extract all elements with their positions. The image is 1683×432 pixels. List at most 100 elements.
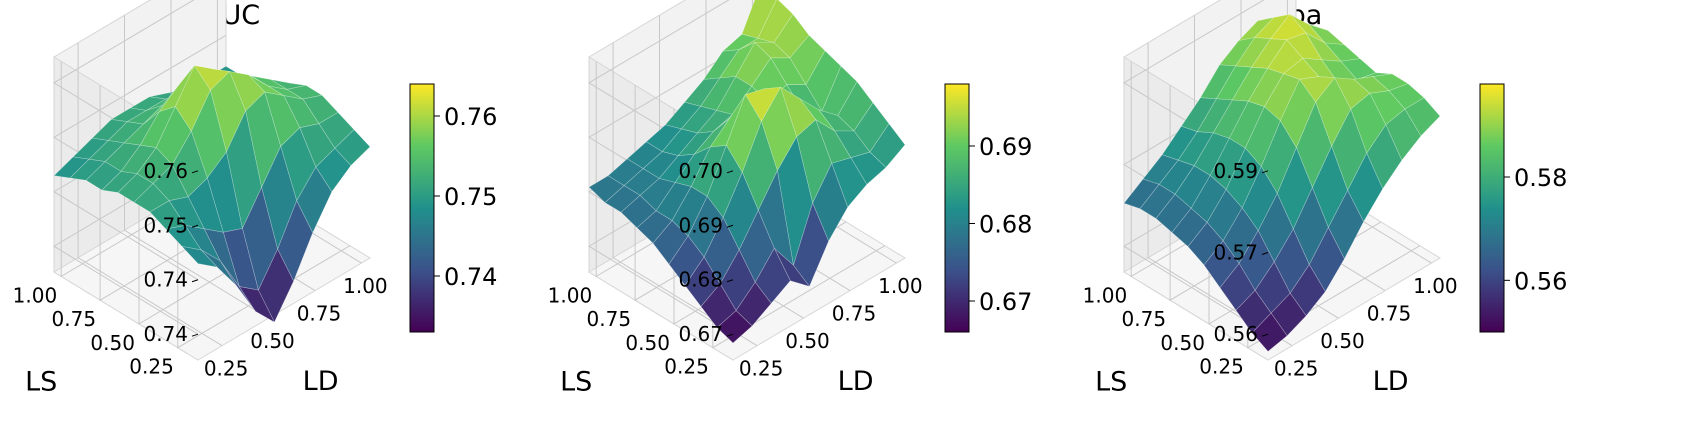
colorbar-tick-label: 0.68: [979, 211, 1032, 239]
grid-line-ld: [77, 42, 223, 347]
ls-axis-label: LS: [1095, 366, 1127, 397]
surface-patch: [1260, 120, 1297, 195]
ls-tick-label: 1.00: [1083, 283, 1128, 307]
surface-patch: [1273, 228, 1310, 294]
z-tick-mark: [1261, 170, 1269, 174]
surface-patch: [1247, 68, 1285, 108]
ls-tick-label: 1.00: [13, 283, 58, 307]
surface-patch: [53, 156, 90, 179]
surface-patch: [1340, 58, 1377, 81]
chart-panel-1: PR-AUC0.740.740.750.760.250.500.751.000.…: [13, 0, 497, 397]
surface-patch: [1123, 178, 1160, 210]
surface-patch: [1244, 106, 1281, 168]
surface-patch: [721, 33, 759, 52]
surface-patch: [1222, 207, 1259, 264]
surface-patch: [1296, 101, 1332, 189]
ld-axis-label: LD: [838, 366, 874, 397]
surface-patch: [1193, 132, 1230, 176]
surface-patch: [277, 199, 314, 282]
ls-tick-label: 0.75: [52, 307, 97, 331]
surface-patch: [1385, 108, 1422, 161]
surface-patch: [120, 144, 157, 175]
surface-patch: [1369, 90, 1406, 126]
colorbar-tick-label: 0.75: [444, 183, 497, 211]
surface-patch: [1315, 77, 1352, 147]
surface-patch: [1206, 188, 1243, 242]
z-tick-mark: [191, 224, 199, 228]
colorbar: [1479, 83, 1505, 333]
surface-patch: [334, 129, 371, 166]
surface-patch: [1219, 37, 1256, 67]
ld-axis-label: LD: [303, 366, 339, 397]
colorbar-tick-label: 0.58: [1514, 164, 1567, 192]
surface-patch: [1251, 38, 1288, 69]
surface: [1123, 13, 1441, 352]
surface-patch: [1142, 154, 1179, 185]
z-tick-mark: [1261, 333, 1269, 337]
surface-patch: [1264, 73, 1301, 122]
colorbar-tick-label: 0.74: [444, 263, 497, 291]
surface-patch: [1347, 152, 1384, 223]
z-tick-label: 0.56: [1213, 322, 1258, 346]
surface-patch: [1171, 207, 1208, 248]
surface-patch: [85, 161, 122, 191]
surface-patch: [1282, 57, 1320, 80]
surface-patch: [1257, 192, 1294, 263]
surface-patch: [1251, 312, 1288, 352]
colorbar-tick-label: 0.76: [444, 103, 497, 131]
surface: [53, 64, 371, 323]
z-tick-label: 0.68: [678, 268, 723, 292]
surface-patch: [110, 107, 148, 123]
colorbar-tick-label: 0.69: [979, 133, 1032, 161]
ld-tick-label: 0.75: [1367, 302, 1412, 326]
z-tick-label: 0.57: [1213, 241, 1258, 265]
surface-patch: [1267, 39, 1304, 75]
z-tick-label: 0.75: [143, 213, 188, 237]
surface: [588, 0, 906, 344]
colorbar: [409, 83, 435, 333]
surface-patch: [1180, 97, 1217, 133]
colorbar-tick-label: 0.67: [979, 288, 1032, 316]
ls-axis-label: LS: [560, 366, 592, 397]
ld-tick-label: 0.25: [204, 357, 249, 381]
surface-patch: [123, 111, 160, 146]
z-tick-label: 0.59: [1213, 159, 1258, 183]
surface-patch: [117, 173, 154, 203]
ls-tick-label: 1.00: [548, 283, 593, 307]
surface-patch: [709, 94, 746, 148]
grid-line-ld: [124, 15, 269, 319]
ld-tick-label: 0.25: [739, 357, 784, 381]
surface-patch: [677, 131, 715, 157]
ls-tick-label: 0.25: [664, 355, 709, 379]
z-tick-mark: [1261, 252, 1269, 255]
surface-patch: [1353, 76, 1390, 94]
ld-tick-label: 1.00: [343, 274, 388, 298]
surface-patch: [1254, 261, 1291, 314]
ls-tick-label: 0.75: [587, 307, 632, 331]
z-tick-label: 0.76: [143, 159, 188, 183]
surface-patch: [1231, 66, 1269, 102]
z-tick-mark: [191, 333, 199, 337]
surface-patch: [1372, 73, 1409, 92]
z-tick-mark: [726, 224, 734, 228]
surface-patch: [716, 310, 753, 344]
surface-patch: [1215, 65, 1253, 101]
chart-panel-3: Kappa0.560.570.590.250.500.751.000.250.5…: [1083, 0, 1567, 397]
surface-patch: [1203, 240, 1240, 289]
surface-patch: [1334, 77, 1371, 110]
z-tick-mark: [726, 333, 734, 337]
ls-tick-label: 0.25: [1199, 355, 1244, 379]
surface-patch: [258, 248, 294, 323]
ld-tick-label: 0.50: [250, 329, 295, 353]
ld-axis-label: LD: [1373, 366, 1409, 397]
surface-patch: [1276, 146, 1313, 230]
surface-patch: [1158, 159, 1195, 195]
surface-patch: [1190, 175, 1227, 223]
surface-patch: [1199, 64, 1237, 100]
surface-patch: [1270, 13, 1307, 41]
surface-patch: [1238, 229, 1275, 291]
ld-tick-label: 0.50: [785, 329, 830, 353]
surface-patch: [261, 145, 298, 251]
